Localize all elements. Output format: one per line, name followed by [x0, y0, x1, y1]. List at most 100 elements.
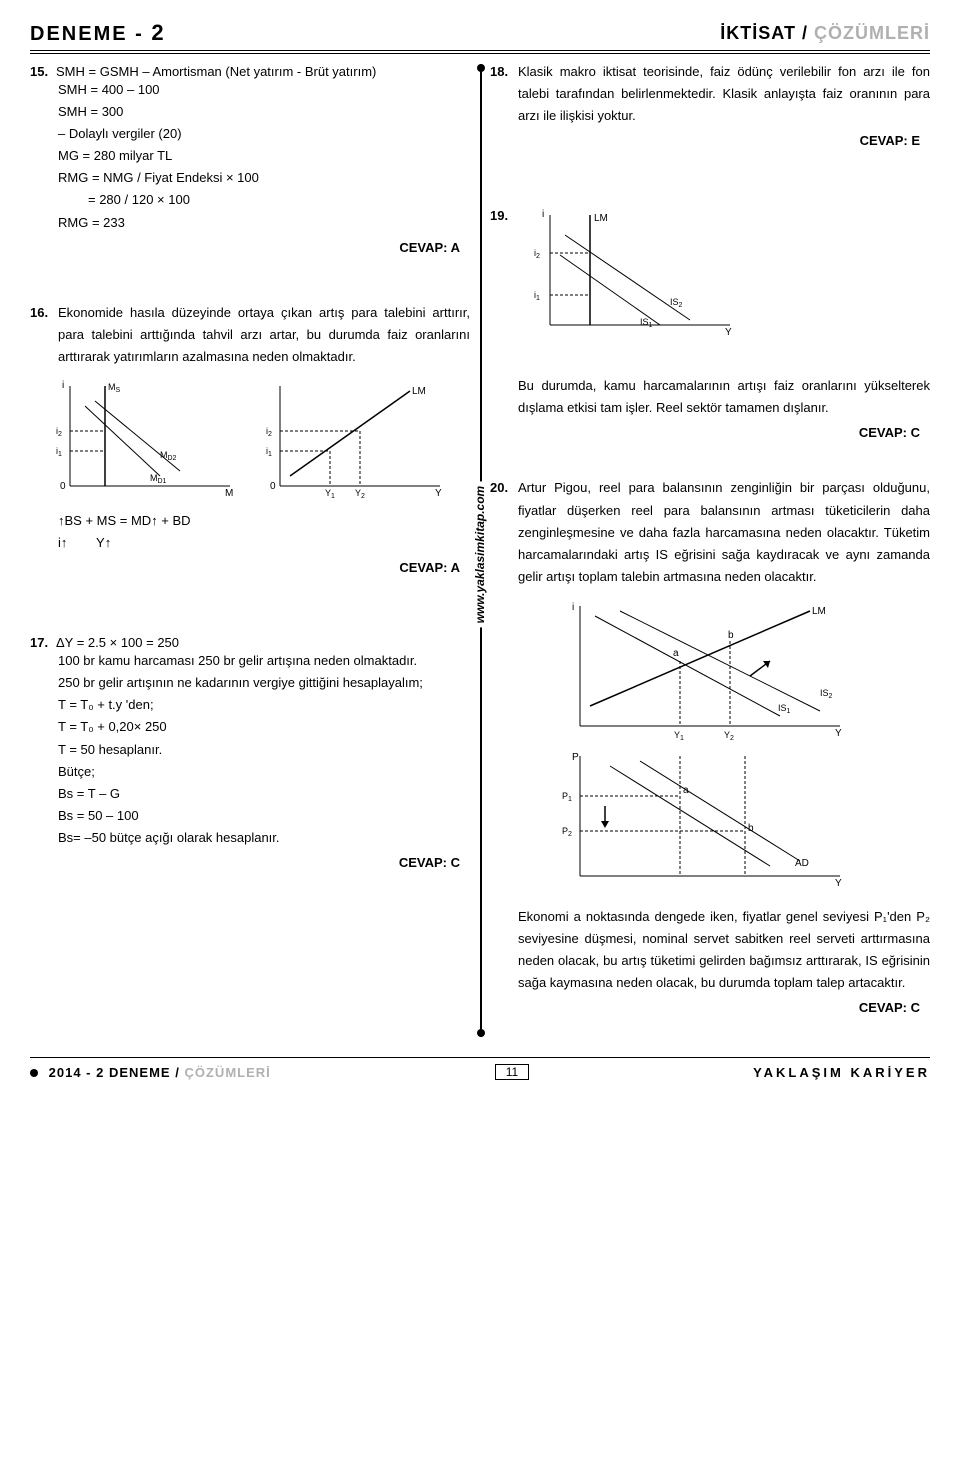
q16-eq1: ↑BS + MS = MD↑ + BD	[58, 510, 470, 532]
q17-l5: T = T₀ + 0,20× 250	[58, 716, 470, 738]
svg-text:Y2: Y2	[724, 730, 734, 742]
svg-text:i: i	[62, 380, 64, 391]
svg-text:M: M	[225, 488, 233, 499]
header-right: İKTİSAT / ÇÖZÜMLERİ	[720, 23, 930, 44]
svg-text:i: i	[572, 602, 574, 613]
q16-eq2: i↑ Y↑	[58, 532, 470, 554]
q17-l2: 100 br kamu harcaması 250 br gelir artış…	[58, 650, 470, 672]
q17-l1: ΔY = 2.5 × 100 = 250	[56, 635, 179, 650]
sep: -	[86, 1065, 91, 1080]
q20-ad-chart: P Y AD P1 P2 a b	[550, 746, 860, 896]
svg-text:0: 0	[60, 481, 66, 492]
q16-money-lm-chart: i M 0 MS MD1 MD2 i1 i2	[50, 376, 450, 506]
svg-text:LM: LM	[812, 606, 826, 617]
question-19: 19. i Y LM IS1 IS2 i1	[490, 208, 930, 440]
content-columns: www.yaklasimkitap.com 15.SMH = GSMH – Am…	[30, 64, 930, 1037]
q15-l8: RMG = 233	[58, 212, 470, 234]
footer-deneme: 2 DENEME	[96, 1065, 170, 1080]
footer-left: 2014 - 2 DENEME / ÇÖZÜMLERİ	[30, 1065, 271, 1080]
svg-text:Y: Y	[435, 488, 442, 499]
svg-text:AD: AD	[795, 858, 809, 869]
question-15: 15.SMH = GSMH – Amortisman (Net yatırım …	[30, 64, 470, 255]
deneme-num: 2	[151, 20, 165, 45]
question-17: 17.ΔY = 2.5 × 100 = 250 100 br kamu harc…	[30, 635, 470, 870]
q19-chart: i Y LM IS1 IS2 i1 i2	[520, 205, 930, 345]
q17-l8: Bs = T – G	[58, 783, 470, 805]
page-footer: 2014 - 2 DENEME / ÇÖZÜMLERİ 11 YAKLAŞIM …	[30, 1057, 930, 1080]
subject: İKTİSAT	[720, 23, 796, 43]
q20-islm-chart: i Y LM IS1 IS2 a b	[550, 596, 860, 746]
q17-l7: Bütçe;	[58, 761, 470, 783]
q15-l6: RMG = NMG / Fiyat Endeksi × 100	[58, 167, 470, 189]
footer-brand: YAKLAŞIM KARİYER	[753, 1065, 930, 1080]
svg-text:P2: P2	[562, 826, 572, 838]
svg-text:a: a	[683, 785, 689, 796]
q17-l9: Bs = 50 – 100	[58, 805, 470, 827]
question-16: 16. Ekonomide hasıla düzeyinde ortaya çı…	[30, 305, 470, 575]
q15-answer: CEVAP: A	[30, 240, 470, 255]
q17-answer: CEVAP: C	[30, 855, 470, 870]
q15-l2: SMH = 400 – 100	[58, 79, 470, 101]
svg-text:a: a	[673, 648, 679, 659]
svg-text:Y: Y	[835, 878, 842, 889]
q20-body2: Ekonomi a noktasında dengede iken, fiyat…	[518, 909, 930, 990]
q19-num: 19.	[490, 208, 516, 223]
svg-text:Y: Y	[725, 327, 732, 338]
svg-text:Y1: Y1	[325, 488, 335, 500]
svg-text:i2: i2	[534, 248, 540, 260]
svg-text:i2: i2	[266, 426, 272, 438]
svg-text:b: b	[728, 630, 734, 641]
q15-num: 15.	[30, 64, 56, 79]
deneme-label: DENEME	[30, 23, 128, 45]
q16-charts: i M 0 MS MD1 MD2 i1 i2	[50, 376, 470, 506]
watermark-url: www.yaklasimkitap.com	[471, 481, 489, 627]
sep: /	[175, 1065, 180, 1080]
svg-text:i1: i1	[266, 446, 272, 458]
question-20: 20. Artur Pigou, reel para balansının ze…	[490, 480, 930, 1015]
sep: -	[135, 23, 144, 45]
svg-text:i1: i1	[534, 290, 540, 302]
svg-text:Y: Y	[835, 728, 842, 739]
svg-text:MS: MS	[108, 382, 121, 394]
q15-l7: = 280 / 120 × 100	[58, 189, 470, 211]
q17-l4: T = T₀ + t.y 'den;	[58, 694, 470, 716]
svg-text:LM: LM	[594, 213, 608, 224]
q15-l5: MG = 280 milyar TL	[58, 145, 470, 167]
q15-l4: – Dolaylı vergiler (20)	[58, 123, 470, 145]
svg-text:IS2: IS2	[820, 688, 833, 700]
svg-text:0: 0	[270, 481, 276, 492]
page-number: 11	[495, 1064, 529, 1080]
right-column: 18. Klasik makro iktisat teorisinde, fai…	[490, 64, 930, 1037]
q20-body: Artur Pigou, reel para balansının zengin…	[518, 480, 930, 583]
left-column: 15.SMH = GSMH – Amortisman (Net yatırım …	[30, 64, 470, 1037]
svg-text:Y1: Y1	[674, 730, 684, 742]
q17-l10: Bs= –50 bütçe açığı olarak hesaplanır.	[58, 827, 470, 849]
svg-text:i2: i2	[56, 426, 62, 438]
q19-body2: Bu durumda, kamu harcamalarının artışı f…	[518, 378, 930, 415]
question-18: 18. Klasik makro iktisat teorisinde, fai…	[490, 64, 930, 148]
q16-body: Ekonomide hasıla düzeyinde ortaya çıkan …	[58, 305, 470, 364]
svg-text:i1: i1	[56, 446, 62, 458]
footer-year: 2014	[49, 1065, 82, 1080]
svg-text:P1: P1	[562, 791, 572, 803]
q17-num: 17.	[30, 635, 56, 650]
sep: /	[802, 23, 808, 43]
svg-text:IS1: IS1	[778, 703, 791, 715]
q17-l3: 250 br gelir artışının ne kadarının verg…	[58, 672, 470, 694]
svg-text:Y2: Y2	[355, 488, 365, 500]
svg-text:b: b	[748, 823, 754, 834]
svg-text:LM: LM	[412, 386, 426, 397]
q19-islm-chart: i Y LM IS1 IS2 i1 i2	[520, 205, 750, 345]
footer-solutions: ÇÖZÜMLERİ	[184, 1065, 270, 1080]
q16-num: 16.	[30, 305, 56, 320]
svg-text:i: i	[542, 209, 544, 220]
page-header: DENEME - 2 İKTİSAT / ÇÖZÜMLERİ	[30, 20, 930, 54]
svg-text:P: P	[572, 752, 579, 763]
q20-charts: i Y LM IS1 IS2 a b	[550, 596, 930, 896]
q18-answer: CEVAP: E	[490, 133, 930, 148]
q16-answer: CEVAP: A	[30, 560, 470, 575]
q20-num: 20.	[490, 480, 516, 495]
solutions-label: ÇÖZÜMLERİ	[814, 23, 930, 43]
q18-body: Klasik makro iktisat teorisinde, faiz öd…	[518, 64, 930, 123]
bullet-icon	[30, 1069, 38, 1077]
